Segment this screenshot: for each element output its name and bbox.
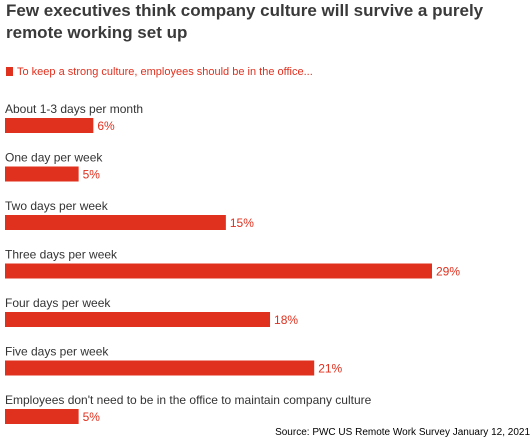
category-label: Employees don't need to be in the office… bbox=[5, 393, 372, 407]
bar bbox=[5, 118, 94, 133]
value-label: 5% bbox=[83, 410, 101, 424]
value-label: 15% bbox=[230, 216, 254, 230]
category-label: Four days per week bbox=[5, 296, 111, 310]
chart-legend: To keep a strong culture, employees shou… bbox=[6, 66, 313, 79]
value-label: 29% bbox=[436, 265, 460, 279]
bar bbox=[5, 312, 271, 327]
bar bbox=[5, 263, 432, 279]
value-label: 6% bbox=[97, 119, 115, 133]
chart-title: Few executives think company culture wil… bbox=[6, 1, 484, 42]
category-label: About 1-3 days per month bbox=[5, 102, 143, 116]
category-label: Three days per week bbox=[5, 248, 118, 262]
category-label: Two days per week bbox=[5, 199, 109, 213]
bar bbox=[5, 215, 226, 230]
bar bbox=[5, 360, 315, 376]
value-label: 5% bbox=[83, 168, 101, 182]
source-note: Source: PWC US Remote Work Survey Januar… bbox=[275, 427, 530, 438]
value-label: 18% bbox=[274, 313, 298, 327]
bar bbox=[5, 409, 79, 424]
bar bbox=[5, 166, 79, 182]
category-label: Five days per week bbox=[5, 345, 109, 359]
legend-swatch bbox=[6, 67, 13, 76]
value-label: 21% bbox=[318, 362, 342, 376]
legend-label: To keep a strong culture, employees shou… bbox=[17, 66, 313, 78]
category-label: One day per week bbox=[5, 151, 103, 165]
